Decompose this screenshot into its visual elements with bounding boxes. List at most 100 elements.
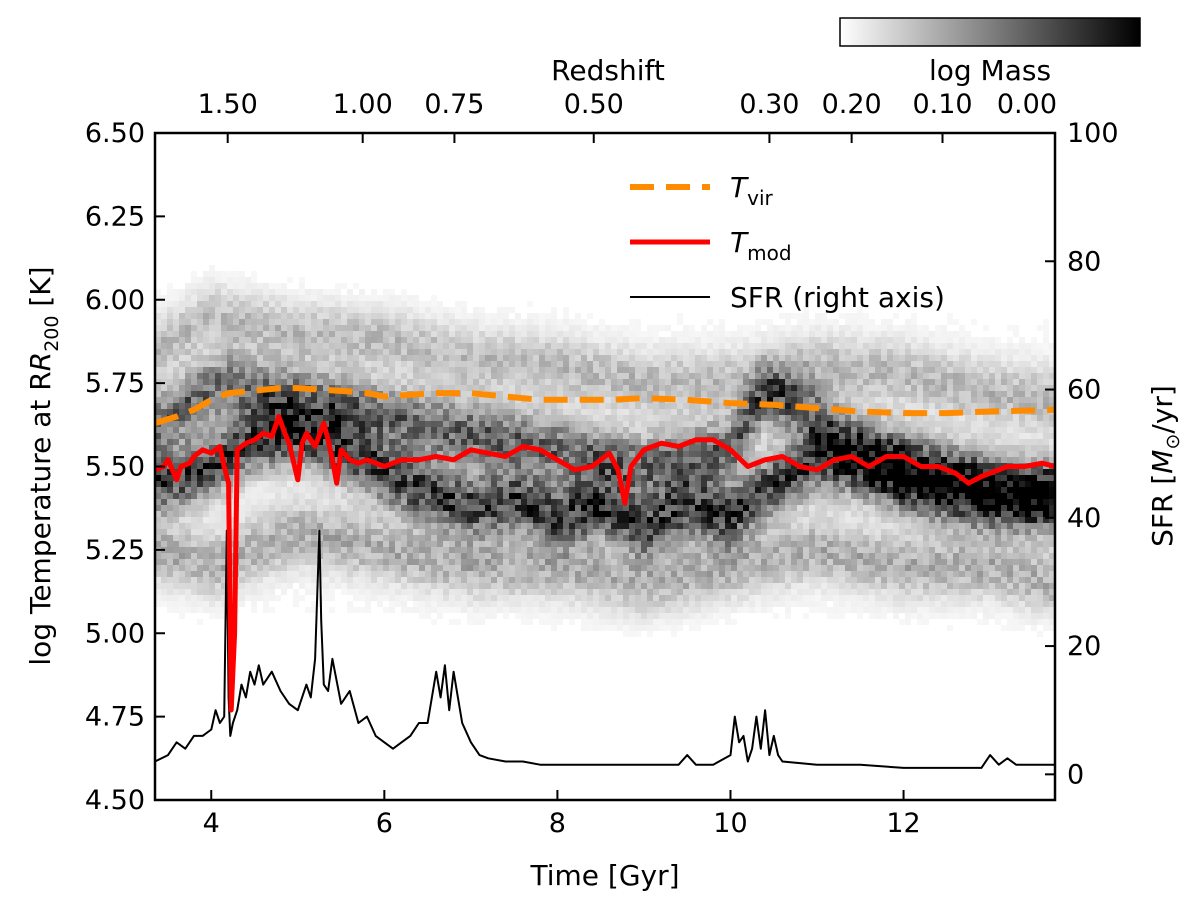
heatmap-cell <box>449 565 455 571</box>
heatmap-cell <box>443 577 449 583</box>
heatmap-cell <box>479 361 485 367</box>
heatmap-cell <box>389 583 395 589</box>
heatmap-cell <box>473 511 479 517</box>
heatmap-cell <box>719 559 725 565</box>
heatmap-cell <box>407 523 413 529</box>
heatmap-cell <box>593 481 599 487</box>
heatmap-cell <box>707 589 713 595</box>
heatmap-cell <box>455 319 461 325</box>
heatmap-cell <box>287 415 293 421</box>
heatmap-cell <box>443 319 449 325</box>
heatmap-cell <box>443 421 449 427</box>
heatmap-cell <box>443 325 449 331</box>
heatmap-cell <box>539 379 545 385</box>
heatmap-cell <box>551 343 557 349</box>
heatmap-cell <box>485 361 491 367</box>
heatmap-cell <box>437 361 443 367</box>
heatmap-cell <box>581 325 587 331</box>
heatmap-cell <box>401 337 407 343</box>
heatmap-cell <box>647 337 653 343</box>
heatmap-cell <box>545 427 551 433</box>
heatmap-cell <box>539 343 545 349</box>
heatmap-cell <box>359 493 365 499</box>
heatmap-cell <box>377 547 383 553</box>
heatmap-cell <box>707 547 713 553</box>
heatmap-cell <box>293 415 299 421</box>
heatmap-cell <box>515 409 521 415</box>
heatmap-cell <box>491 499 497 505</box>
heatmap-cell <box>569 595 575 601</box>
heatmap-cell <box>647 409 653 415</box>
heatmap-cell <box>287 499 293 505</box>
heatmap-cell <box>671 421 677 427</box>
heatmap-cell <box>635 553 641 559</box>
heatmap-cell <box>287 373 293 379</box>
heatmap-cell <box>587 379 593 385</box>
heatmap-cell <box>563 391 569 397</box>
heatmap-cell <box>395 379 401 385</box>
heatmap-cell <box>155 331 161 337</box>
heatmap-cell <box>323 559 329 565</box>
heatmap-cell <box>521 595 527 601</box>
heatmap-cell <box>239 601 245 607</box>
heatmap-cell <box>563 493 569 499</box>
heatmap-cell <box>179 379 185 385</box>
heatmap-cell <box>197 619 203 625</box>
heatmap-cell <box>377 595 383 601</box>
heatmap-cell <box>665 349 671 355</box>
heatmap-cell <box>155 457 161 463</box>
heatmap-cell <box>413 319 419 325</box>
heatmap-cell <box>239 451 245 457</box>
heatmap-cell <box>629 367 635 373</box>
heatmap-cell <box>233 403 239 409</box>
heatmap-cell <box>197 409 203 415</box>
heatmap-cell <box>533 391 539 397</box>
heatmap-cell <box>377 313 383 319</box>
heatmap-cell <box>191 427 197 433</box>
heatmap-cell <box>551 325 557 331</box>
heatmap-cell <box>281 337 287 343</box>
heatmap-cell <box>569 343 575 349</box>
heatmap-cell <box>677 457 683 463</box>
heatmap-cell <box>191 331 197 337</box>
heatmap-cell <box>383 415 389 421</box>
heatmap-cell <box>455 481 461 487</box>
heatmap-cell <box>215 475 221 481</box>
heatmap-cell <box>455 535 461 541</box>
heatmap-cell <box>641 409 647 415</box>
heatmap-cell <box>293 403 299 409</box>
heatmap-cell <box>461 517 467 523</box>
heatmap-cell <box>671 547 677 553</box>
heatmap-cell <box>449 397 455 403</box>
heatmap-cell <box>569 505 575 511</box>
heatmap-cell <box>587 367 593 373</box>
heatmap-cell <box>539 445 545 451</box>
heatmap-cell <box>275 505 281 511</box>
heatmap-cell <box>413 601 419 607</box>
heatmap-cell <box>209 319 215 325</box>
heatmap-cell <box>599 625 605 631</box>
heatmap-cell <box>209 613 215 619</box>
heatmap-cell <box>395 391 401 397</box>
heatmap-cell <box>275 337 281 343</box>
heatmap-cell <box>653 421 659 427</box>
heatmap-cell <box>365 367 371 373</box>
heatmap-cell <box>635 595 641 601</box>
heatmap-cell <box>365 403 371 409</box>
heatmap-cell <box>251 583 257 589</box>
heatmap-cell <box>197 511 203 517</box>
heatmap-cell <box>245 589 251 595</box>
heatmap-cell <box>443 565 449 571</box>
heatmap-cell <box>413 481 419 487</box>
heatmap-cell <box>713 601 719 607</box>
heatmap-cell <box>437 397 443 403</box>
heatmap-cell <box>281 415 287 421</box>
heatmap-cell <box>257 493 263 499</box>
heatmap-cell <box>539 463 545 469</box>
heatmap-cell <box>347 385 353 391</box>
heatmap-cell <box>629 523 635 529</box>
heatmap-cell <box>515 601 521 607</box>
heatmap-cell <box>401 451 407 457</box>
heatmap-cell <box>305 541 311 547</box>
heatmap-cell <box>359 469 365 475</box>
